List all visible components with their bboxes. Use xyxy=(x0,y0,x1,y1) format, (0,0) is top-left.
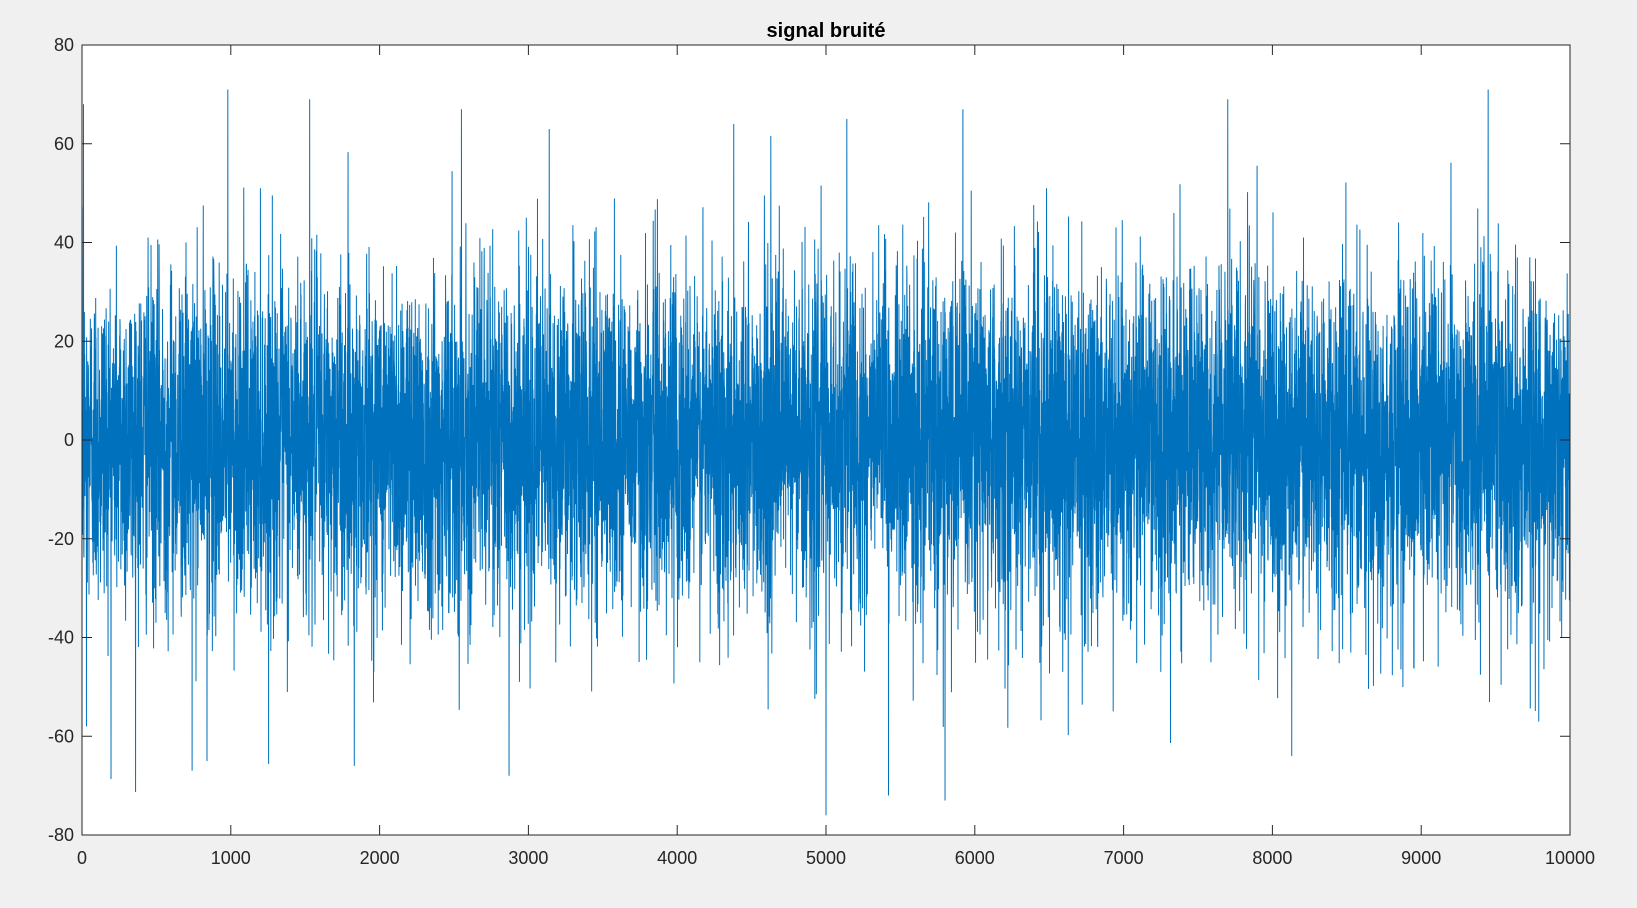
x-tick-label: 9000 xyxy=(1401,848,1441,868)
x-tick-label: 4000 xyxy=(657,848,697,868)
signal-series-line xyxy=(81,89,1571,816)
y-tick-label: 60 xyxy=(54,134,74,154)
y-tick-label: -40 xyxy=(48,628,74,648)
y-tick-label: 40 xyxy=(54,233,74,253)
y-tick-label: -60 xyxy=(48,726,74,746)
x-tick-label: 3000 xyxy=(508,848,548,868)
x-tick-label: 8000 xyxy=(1252,848,1292,868)
x-tick-label: 1000 xyxy=(211,848,251,868)
x-tick-label: 5000 xyxy=(806,848,846,868)
x-tick-label: 7000 xyxy=(1104,848,1144,868)
y-axis-ticks: -80 -60 -40 -20 0 20 40 60 80 xyxy=(48,35,1570,845)
y-tick-label: -20 xyxy=(48,529,74,549)
chart-title: signal bruité xyxy=(767,20,886,42)
x-tick-label: 10000 xyxy=(1545,848,1595,868)
y-tick-label: 20 xyxy=(54,331,74,351)
x-axis-ticks: 0 1000 2000 3000 4000 5000 6000 7000 8000 9000 100… xyxy=(77,45,1595,868)
x-tick-label: 2000 xyxy=(360,848,400,868)
x-tick-label: 6000 xyxy=(955,848,995,868)
y-tick-label: -80 xyxy=(48,825,74,845)
y-tick-label: 80 xyxy=(54,35,74,55)
y-tick-label: 0 xyxy=(64,430,74,450)
x-tick-label: 0 xyxy=(77,848,87,868)
